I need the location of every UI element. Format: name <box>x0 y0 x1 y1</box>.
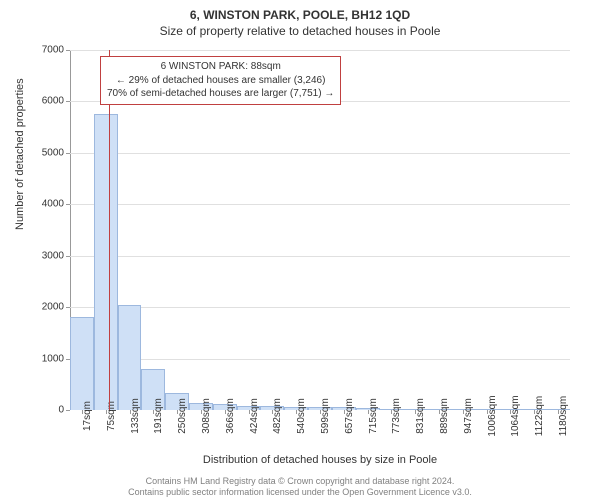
ytick-label: 0 <box>58 405 70 416</box>
xtick-label: 773sqm <box>391 398 402 434</box>
ytick-label: 2000 <box>42 302 70 313</box>
ytick-label: 4000 <box>42 199 70 210</box>
chart-container: 6, WINSTON PARK, POOLE, BH12 1QD Size of… <box>0 0 600 500</box>
ytick-label: 1000 <box>42 353 70 364</box>
xtick-label: 17sqm <box>82 401 93 431</box>
annotation-line2: ← 29% of detached houses are smaller (3,… <box>107 74 334 88</box>
xtick-label: 424sqm <box>249 398 260 434</box>
x-axis-label: Distribution of detached houses by size … <box>70 454 570 466</box>
footer: Contains HM Land Registry data © Crown c… <box>0 476 600 499</box>
xtick-label: 599sqm <box>320 398 331 434</box>
xtick-label: 1122sqm <box>534 396 545 436</box>
ytick-label: 6000 <box>42 96 70 107</box>
xtick-label: 947sqm <box>463 398 474 434</box>
xtick-label: 831sqm <box>415 398 426 434</box>
ytick-label: 5000 <box>42 147 70 158</box>
gridline <box>70 256 570 257</box>
xtick-label: 889sqm <box>439 398 450 434</box>
xtick-label: 540sqm <box>296 398 307 434</box>
bar <box>118 305 142 410</box>
gridline <box>70 153 570 154</box>
xtick-label: 1006sqm <box>487 395 498 436</box>
chart-title: 6, WINSTON PARK, POOLE, BH12 1QD <box>0 0 600 22</box>
bar <box>70 317 94 410</box>
xtick-label: 1064sqm <box>510 395 521 436</box>
footer-line2: Contains public sector information licen… <box>0 487 600 498</box>
footer-line1: Contains HM Land Registry data © Crown c… <box>0 476 600 487</box>
xtick-label: 75sqm <box>106 401 117 431</box>
ytick-label: 7000 <box>42 45 70 56</box>
y-axis-label: Number of detached properties <box>14 78 26 230</box>
xtick-label: 482sqm <box>272 398 283 434</box>
xtick-label: 250sqm <box>177 398 188 434</box>
xtick-label: 133sqm <box>130 398 141 434</box>
annotation-box: 6 WINSTON PARK: 88sqm ← 29% of detached … <box>100 56 341 105</box>
xtick-label: 308sqm <box>201 398 212 434</box>
gridline <box>70 359 570 360</box>
xtick-label: 366sqm <box>225 398 236 434</box>
xtick-label: 715sqm <box>368 398 379 434</box>
xtick-label: 191sqm <box>153 398 164 434</box>
xtick-label: 1180sqm <box>558 396 569 436</box>
xtick-label: 657sqm <box>344 398 355 434</box>
gridline <box>70 307 570 308</box>
bar <box>94 114 118 410</box>
gridline <box>70 50 570 51</box>
annotation-line1: 6 WINSTON PARK: 88sqm <box>107 60 334 74</box>
gridline <box>70 204 570 205</box>
chart-subtitle: Size of property relative to detached ho… <box>0 22 600 38</box>
ytick-label: 3000 <box>42 250 70 261</box>
annotation-line3: 70% of semi-detached houses are larger (… <box>107 87 334 101</box>
